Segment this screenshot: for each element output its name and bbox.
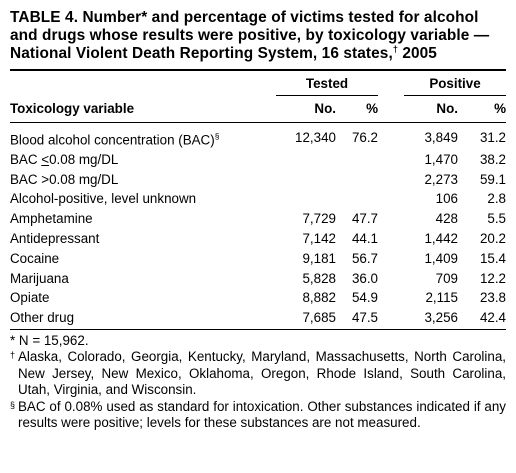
col-header-positive-no: No. (404, 95, 458, 123)
row-label: Amphetamine (10, 211, 93, 227)
row-label: Other drug (10, 308, 276, 331)
table-row: Antidepressant 7,142 44.1 1,442 20.2 (10, 229, 506, 249)
cell-tested-no: 7,142 (302, 231, 336, 247)
table-row: Other drug 7,685 47.5 3,256 42.4 (10, 308, 506, 331)
cell-positive-no: 3,256 (404, 308, 458, 331)
cell-positive-no: 1,470 (424, 151, 458, 167)
cell-positive-no: 428 (435, 211, 458, 227)
cell-positive-pct: 38.2 (479, 151, 506, 167)
cell-positive-no: 1,409 (424, 250, 458, 266)
row-label: Antidepressant (10, 231, 100, 247)
cell-positive-pct: 12.2 (479, 270, 506, 286)
row-label: Cocaine (10, 250, 60, 266)
cell-tested-no (276, 150, 336, 170)
table-title: TABLE 4. Number* and percentage of victi… (10, 9, 510, 63)
footnote-bac: § BAC of 0.08% used as standard for into… (10, 398, 506, 431)
cell-tested-no (276, 170, 336, 190)
cell-tested-no: 9,181 (302, 250, 336, 266)
cell-tested-pct: 36.0 (351, 270, 378, 286)
cell-positive-no: 3,849 (424, 130, 458, 146)
row-label: Blood alcohol concentration (BAC)§ (10, 130, 220, 148)
cell-tested-pct (336, 150, 378, 170)
cell-tested-no: 12,340 (295, 130, 336, 146)
cell-tested-pct: 54.9 (351, 290, 378, 306)
cell-positive-pct: 5.5 (487, 211, 506, 227)
group-header-row: Tested Positive (10, 71, 506, 96)
footnote-section-mark: § (10, 399, 16, 410)
cell-positive-no: 106 (435, 191, 458, 207)
cell-tested-pct (336, 170, 378, 190)
footnote-dagger-mark: † (10, 350, 16, 361)
table-row: Opiate 8,882 54.9 2,115 23.8 (10, 288, 506, 308)
cell-tested-pct (336, 189, 378, 209)
group-header-positive: Positive (404, 71, 506, 96)
cell-positive-no: 2,273 (424, 171, 458, 187)
row-label: Marijuana (10, 270, 69, 286)
cell-positive-pct: 20.2 (479, 231, 506, 247)
cell-tested-pct: 56.7 (351, 250, 378, 266)
table-row: BAC >0.08 mg/DL 2,273 59.1 (10, 170, 506, 190)
cell-tested-no: 7,685 (276, 308, 336, 331)
cell-positive-pct: 23.8 (479, 290, 506, 306)
cell-tested-pct: 47.5 (336, 308, 378, 331)
col-header-tested-no: No. (276, 95, 336, 123)
column-header-row: Toxicology variable No. % No. % (10, 95, 506, 123)
cell-positive-pct: 59.1 (479, 171, 506, 187)
footnote-n: * N = 15,962. (10, 333, 89, 349)
cell-tested-pct: 76.2 (351, 130, 378, 146)
col-header-positive-pct: % (458, 95, 506, 123)
footnotes: * N = 15,962. † Alaska, Colorado, Georgi… (10, 333, 506, 431)
table-title-text: TABLE 4. Number* and percentage of victi… (10, 9, 490, 62)
cell-tested-pct: 44.1 (351, 231, 378, 247)
cell-tested-pct: 47.7 (351, 211, 378, 227)
cell-positive-pct: 2.8 (487, 191, 506, 207)
section-mark: § (214, 130, 220, 141)
row-label: Opiate (10, 290, 50, 306)
cell-positive-no: 2,115 (425, 290, 458, 306)
group-header-tested: Tested (276, 71, 378, 96)
table-title-year: 2005 (397, 45, 437, 62)
col-header-tested-pct: % (336, 95, 378, 123)
row-label: Alcohol-positive, level unknown (10, 191, 197, 207)
document-page: TABLE 4. Number* and percentage of victi… (10, 0, 510, 431)
col-header-variable: Toxicology variable (10, 95, 276, 123)
cell-positive-no: 709 (435, 270, 458, 286)
cell-tested-no: 7,729 (302, 211, 336, 227)
title-dagger-mark: † (392, 43, 398, 54)
table-row: Cocaine 9,181 56.7 1,409 15.4 (10, 249, 506, 269)
table-row: BAC <0.08 mg/DL 1,470 38.2 (10, 150, 506, 170)
cell-tested-no: 8,882 (302, 290, 336, 306)
table-row: Amphetamine 7,729 47.7 428 5.5 (10, 209, 506, 229)
cell-positive-pct: 15.4 (479, 250, 506, 266)
footnote-states: † Alaska, Colorado, Georgia, Kentucky, M… (10, 349, 506, 398)
table-row: Alcohol-positive, level unknown 106 2.8 (10, 189, 506, 209)
table-row: Blood alcohol concentration (BAC)§ 12,34… (10, 122, 506, 150)
toxicology-table: Tested Positive Toxicology variable No. … (10, 69, 506, 331)
row-label: BAC <0.08 mg/DL (10, 151, 119, 167)
cell-positive-no: 1,442 (424, 231, 458, 247)
cell-positive-pct: 42.4 (458, 308, 506, 331)
cell-tested-no (276, 189, 336, 209)
cell-tested-no: 5,828 (302, 270, 336, 286)
table-row: Marijuana 5,828 36.0 709 12.2 (10, 269, 506, 289)
cell-positive-pct: 31.2 (479, 130, 506, 146)
row-label: BAC >0.08 mg/DL (10, 171, 119, 187)
